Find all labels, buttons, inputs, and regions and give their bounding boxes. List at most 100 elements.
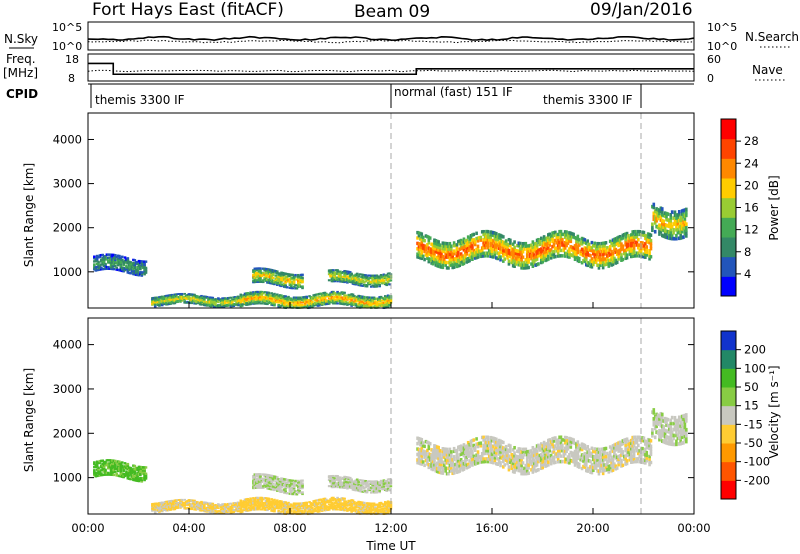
power-cell: [372, 279, 376, 282]
velocity-cell: [113, 464, 117, 467]
power-cell: [295, 278, 299, 281]
velocity-cell: [274, 480, 278, 483]
power-cell: [486, 251, 490, 255]
velocity-cell: [381, 509, 384, 512]
velocity-cell: [245, 498, 248, 501]
velocity-cell: [287, 509, 290, 512]
velocity-cell: [198, 502, 202, 505]
velocity-cell: [245, 500, 248, 503]
power-cell: [485, 235, 488, 239]
power-cell: [290, 283, 293, 287]
power-cell: [277, 297, 280, 300]
power-cell: [260, 293, 264, 296]
velocity-cell: [256, 500, 259, 503]
power-cell: [281, 302, 285, 305]
power-cell: [517, 263, 521, 267]
velocity-cell: [290, 483, 293, 487]
velocity-cell: [316, 499, 320, 502]
power-cell: [330, 276, 334, 279]
velocity-cell: [358, 486, 362, 489]
power-cell: [517, 254, 521, 259]
power-cell: [632, 235, 636, 239]
power-cell: [254, 267, 258, 270]
power-cell: [653, 221, 657, 225]
velocity-cell: [292, 491, 296, 494]
power-cell: [273, 297, 276, 301]
power-cell: [210, 305, 213, 308]
power-cell: [638, 243, 642, 247]
power-cell: [260, 290, 264, 294]
power-cell: [284, 305, 287, 308]
velocity-cell: [143, 478, 146, 482]
power-cell: [369, 300, 373, 303]
power-cell: [580, 239, 584, 243]
velocity-cell: [332, 507, 335, 510]
power-cell: [371, 296, 374, 299]
power-cell: [563, 240, 567, 245]
velocity-cell: [351, 483, 355, 486]
power-cell: [374, 304, 377, 307]
power-cell: [521, 266, 525, 270]
velocity-cell: [137, 478, 141, 481]
power-cell: [368, 274, 372, 277]
power-cell: [261, 267, 265, 270]
power-cell: [658, 232, 661, 236]
velocity-cell: [351, 509, 355, 512]
power-cell: [123, 256, 127, 259]
velocity-cell: [309, 511, 313, 514]
velocity-cell: [344, 500, 348, 503]
power-cell: [136, 267, 139, 270]
power-cell: [563, 243, 567, 248]
power-cell: [367, 302, 370, 305]
velocity-cell: [299, 503, 303, 506]
power-cell: [431, 253, 435, 258]
velocity-cell: [140, 466, 144, 469]
power-cell: [292, 278, 296, 281]
power-cell: [382, 282, 386, 285]
power-cell: [137, 263, 141, 266]
power-cell: [364, 283, 367, 287]
power-cell: [330, 299, 334, 302]
power-cell: [285, 278, 289, 282]
velocity-cell: [339, 481, 342, 484]
power-cell: [569, 231, 573, 236]
power-cell: [290, 276, 293, 279]
power-cell: [215, 300, 219, 303]
power-cell: [299, 297, 303, 300]
power-cell: [504, 247, 508, 251]
velocity-cell: [343, 504, 346, 507]
velocity-cell: [360, 490, 363, 493]
velocity-cell: [330, 505, 334, 508]
velocity-cell: [334, 508, 338, 511]
velocity-cell: [133, 467, 137, 471]
velocity-cell: [343, 505, 346, 508]
velocity-cell: [189, 505, 192, 507]
power-cell: [323, 293, 327, 296]
power-cell: [160, 301, 164, 304]
velocity-cell: [361, 485, 365, 488]
power-cell: [646, 232, 650, 236]
power-cell: [525, 252, 529, 256]
power-cell: [136, 261, 139, 264]
power-cell: [344, 297, 348, 300]
power-cell: [160, 298, 164, 301]
velocity-cell: [313, 499, 317, 502]
power-cell: [350, 278, 353, 281]
power-cell: [318, 304, 321, 307]
velocity-cell: [368, 510, 372, 513]
power-cell: [343, 272, 346, 275]
power-cell: [521, 255, 525, 259]
power-cell: [273, 269, 276, 272]
power-cell: [334, 276, 338, 279]
power-cell: [530, 248, 533, 253]
power-cell: [200, 297, 203, 300]
power-cell: [462, 248, 466, 252]
power-cell: [313, 297, 317, 300]
power-cell: [166, 303, 170, 306]
power-cell: [372, 296, 376, 299]
power-cell: [362, 273, 366, 277]
power-cell: [205, 303, 209, 306]
velocity-cell: [260, 504, 264, 507]
power-cell: [493, 250, 497, 254]
power-cell: [599, 244, 602, 249]
